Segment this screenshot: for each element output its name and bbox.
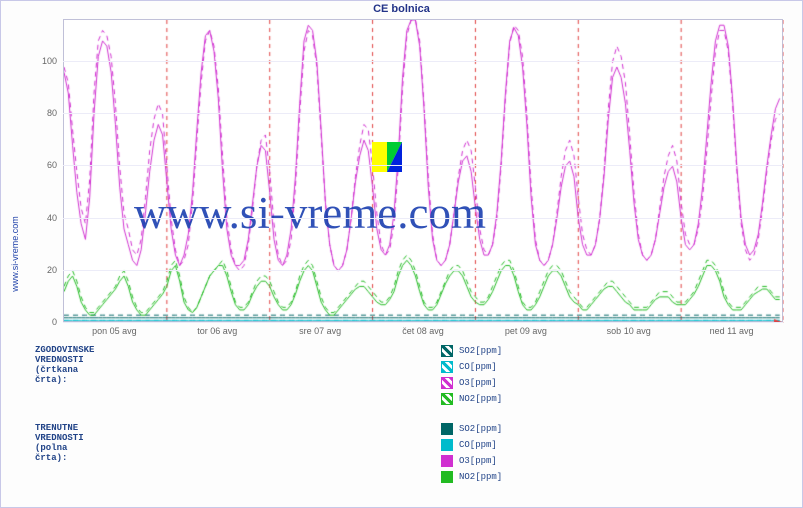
legend-label: SO2[ppm] xyxy=(459,346,502,356)
y-tick-label: 60 xyxy=(33,160,57,170)
y-tick-label: 20 xyxy=(33,265,57,275)
y-gridline xyxy=(63,61,783,62)
legend-item: CO[ppm] xyxy=(441,439,497,451)
x-tick-label: pon 05 avg xyxy=(92,326,137,336)
y-tick-label: 0 xyxy=(33,317,57,327)
x-tick-label: sob 10 avg xyxy=(607,326,651,336)
legend-swatch xyxy=(441,455,453,467)
x-tick-label: ned 11 avg xyxy=(710,326,754,336)
legend-item: NO2[ppm] xyxy=(441,471,502,483)
legend-heading: ZGODOVINSKE VREDNOSTI (črtkana črta): xyxy=(35,345,94,385)
legend-swatch xyxy=(441,439,453,451)
legend-label: CO[ppm] xyxy=(459,362,497,372)
y-gridline xyxy=(63,322,783,323)
legend-item: O3[ppm] xyxy=(441,377,497,389)
legend-swatch xyxy=(441,361,453,373)
y-tick-label: 100 xyxy=(33,56,57,66)
x-tick-label: čet 08 avg xyxy=(402,326,444,336)
legend-label: O3[ppm] xyxy=(459,378,497,388)
legend-label: SO2[ppm] xyxy=(459,424,502,434)
legend-swatch xyxy=(441,345,453,357)
y-tick-label: 40 xyxy=(33,213,57,223)
x-tick-label: sre 07 avg xyxy=(299,326,341,336)
legend-heading: TRENUTNE VREDNOSTI (polna črta): xyxy=(35,423,84,463)
legend-item: SO2[ppm] xyxy=(441,345,502,357)
legend-label: O3[ppm] xyxy=(459,456,497,466)
legend-item: CO[ppm] xyxy=(441,361,497,373)
watermark-text: www.si-vreme.com xyxy=(134,187,486,239)
legend-swatch xyxy=(441,423,453,435)
y-gridline xyxy=(63,218,783,219)
legend-swatch xyxy=(441,471,453,483)
legend-item: SO2[ppm] xyxy=(441,423,502,435)
legend-label: CO[ppm] xyxy=(459,440,497,450)
chart-container: CE bolnica www.si-vreme.com www.si-vreme… xyxy=(0,0,803,508)
legend-label: NO2[ppm] xyxy=(459,394,502,404)
plot-area: www.si-vreme.com xyxy=(63,19,783,322)
series-canvas xyxy=(64,20,784,323)
legend-label: NO2[ppm] xyxy=(459,472,502,482)
x-tick-label: pet 09 avg xyxy=(505,326,547,336)
y-gridline xyxy=(63,113,783,114)
watermark-icon xyxy=(372,142,402,172)
legend-item: O3[ppm] xyxy=(441,455,497,467)
y-axis-label-wrap: www.si-vreme.com xyxy=(7,1,23,507)
legend-swatch xyxy=(441,377,453,389)
y-gridline xyxy=(63,270,783,271)
chart-title: CE bolnica xyxy=(1,3,802,15)
legend-item: NO2[ppm] xyxy=(441,393,502,405)
y-tick-label: 80 xyxy=(33,108,57,118)
y-axis-label: www.si-vreme.com xyxy=(10,216,20,292)
x-tick-label: tor 06 avg xyxy=(197,326,237,336)
y-gridline xyxy=(63,165,783,166)
legend-swatch xyxy=(441,393,453,405)
